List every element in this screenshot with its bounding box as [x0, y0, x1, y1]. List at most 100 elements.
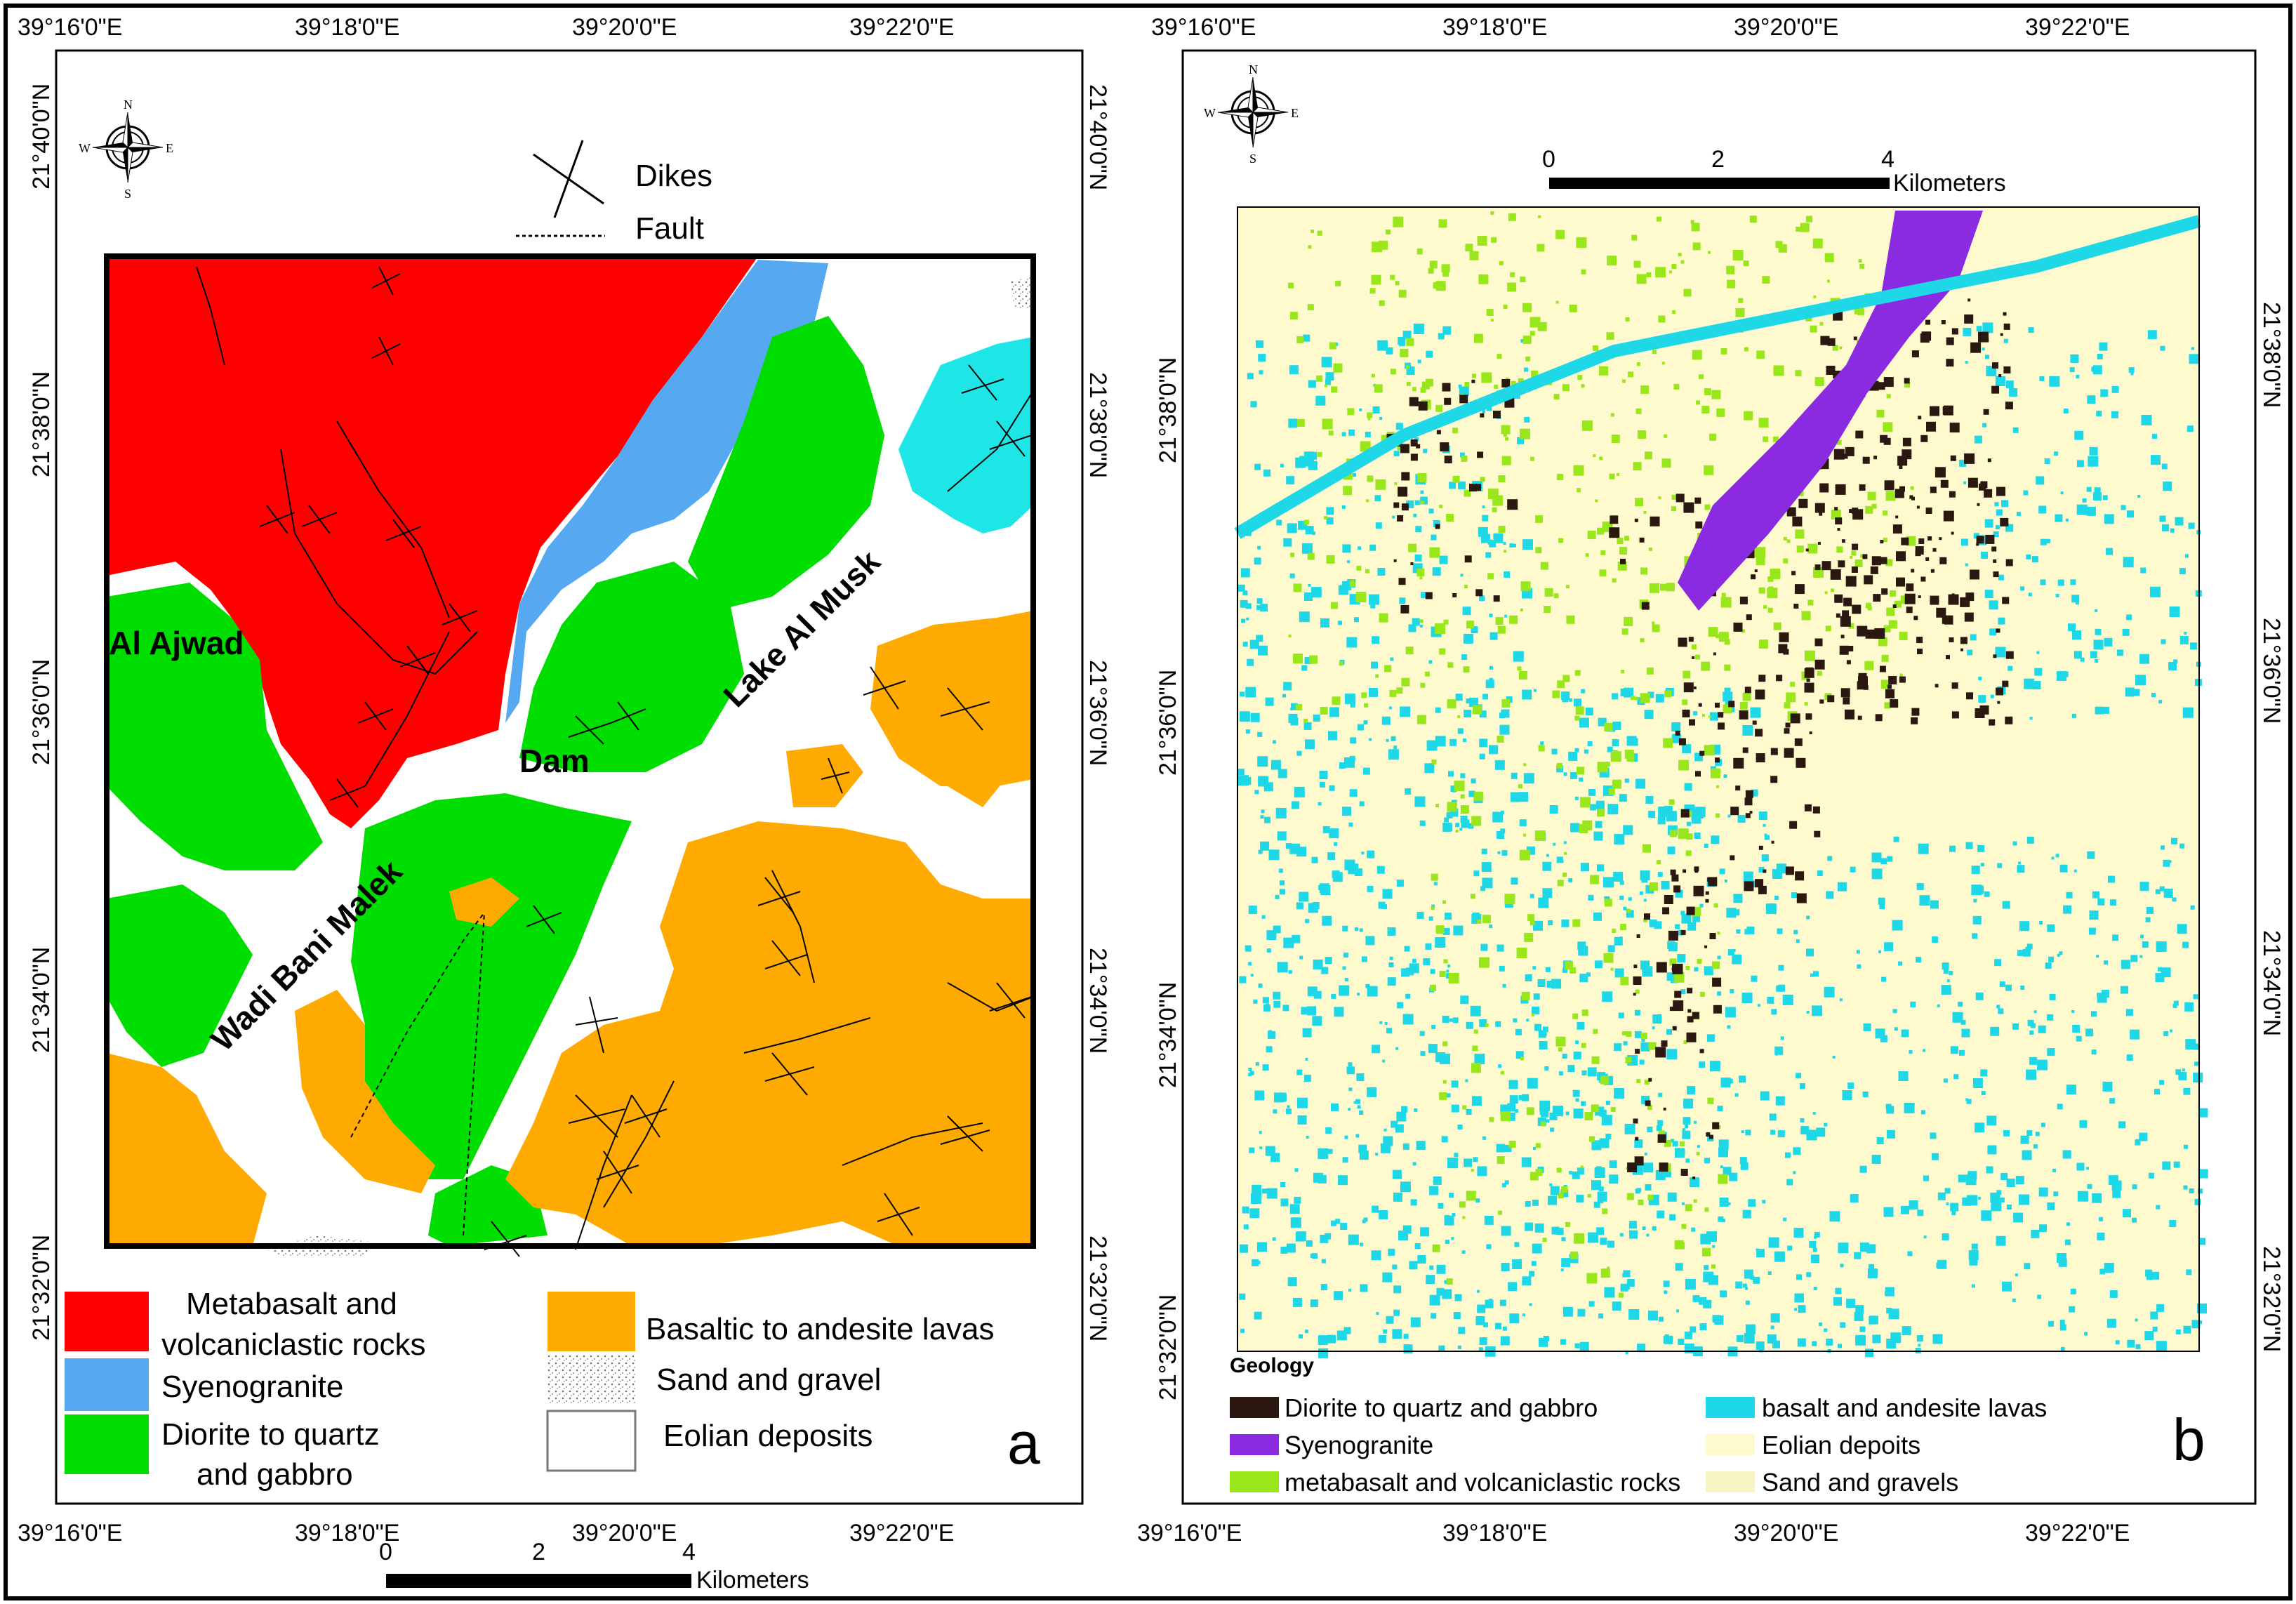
- map-pixel: [1930, 900, 1939, 909]
- scalebar-a-unit: Kilometers: [696, 1567, 809, 1593]
- map-pixel: [1283, 538, 1292, 547]
- map-pixel: [1283, 682, 1292, 691]
- map-pixel: [2005, 716, 2013, 724]
- map-pixel: [1623, 1270, 1631, 1278]
- map-pixel: [1280, 880, 1285, 886]
- map-pixel: [1883, 422, 1893, 432]
- map-pixel: [1442, 270, 1449, 277]
- map-pixel: [1438, 1345, 1445, 1352]
- map-pixel: [1243, 1224, 1249, 1230]
- map-pixel: [1916, 1335, 1923, 1341]
- map-pixel: [2059, 1319, 2065, 1325]
- map-pixel: [1805, 548, 1809, 552]
- map-pixel: [1262, 997, 1269, 1004]
- map-pixel: [1884, 702, 1891, 709]
- map-pixel: [1675, 1263, 1683, 1271]
- map-pixel: [1692, 1177, 1696, 1180]
- map-pixel: [1457, 1125, 1463, 1129]
- map-pixel: [1857, 715, 1862, 720]
- map-pixel: [1386, 738, 1389, 742]
- map-pixel: [1695, 771, 1701, 777]
- map-pixel: [1574, 748, 1579, 753]
- map-pixel: [1493, 411, 1501, 418]
- map-pixel: [1416, 1141, 1426, 1151]
- map-pixel: [2040, 579, 2046, 585]
- map-pixel: [1786, 539, 1791, 543]
- map-pixel: [1776, 863, 1786, 874]
- map-pixel: [1557, 880, 1564, 887]
- map-pixel: [2093, 492, 2102, 501]
- map-pixel: [1473, 1157, 1478, 1162]
- legend-b-label-diorite: Diorite to quartz and gabbro: [1285, 1393, 1598, 1422]
- map-pixel: [2111, 1180, 2122, 1191]
- map-pixel: [1709, 933, 1716, 939]
- map-pixel: [2116, 649, 2123, 656]
- map-pixel: [1367, 412, 1373, 418]
- map-pixel: [1498, 526, 1506, 533]
- map-pixel: [1664, 806, 1673, 814]
- map-pixel: [1756, 753, 1765, 762]
- map-pixel: [2016, 512, 2021, 517]
- map-pixel: [1669, 1007, 1674, 1012]
- map-pixel: [1399, 597, 1406, 604]
- map-pixel: [1341, 505, 1346, 509]
- map-pixel: [1576, 237, 1587, 248]
- map-pixel: [1893, 836, 1899, 842]
- map-pixel: [1796, 893, 1807, 903]
- map-pixel: [1814, 564, 1821, 571]
- map-pixel: [1444, 1215, 1454, 1226]
- map-pixel: [1290, 552, 1294, 557]
- map-pixel: [1772, 1340, 1780, 1348]
- map-pixel: [1677, 954, 1686, 963]
- map-pixel: [1556, 856, 1563, 863]
- map-pixel: [1439, 971, 1446, 977]
- map-pixel: [1865, 629, 1875, 639]
- map-pixel: [1783, 1217, 1787, 1221]
- map-pixel: [1382, 904, 1387, 909]
- map-pixel: [2152, 434, 2157, 439]
- map-pixel: [1939, 537, 1942, 541]
- map-pixel: [1517, 666, 1522, 671]
- map-pixel: [1713, 652, 1716, 656]
- map-pixel: [1838, 1242, 1849, 1254]
- map-pixel: [1755, 689, 1765, 700]
- map-pixel: [1581, 1101, 1586, 1106]
- map-pixel: [1550, 1127, 1555, 1132]
- map-pixel: [1824, 253, 1834, 263]
- map-pixel: [2026, 836, 2034, 844]
- tick-top-4: 39°22'0"E: [849, 14, 954, 41]
- map-pixel: [2029, 1056, 2037, 1065]
- map-pixel: [1658, 1014, 1661, 1017]
- map-pixel: [2095, 706, 2103, 715]
- map-pixel: [2198, 1188, 2203, 1194]
- map-pixel: [1648, 1078, 1652, 1082]
- map-pixel: [2009, 388, 2018, 397]
- map-pixel: [1996, 1005, 2000, 1009]
- map-pixel: [1404, 946, 1410, 952]
- map-pixel: [1431, 1313, 1437, 1319]
- map-pixel: [1896, 551, 1906, 562]
- map-pixel: [1326, 555, 1335, 564]
- map-pixel: [1644, 1080, 1650, 1085]
- map-pixel: [1533, 993, 1540, 1000]
- map-pixel: [1767, 588, 1778, 599]
- map-pixel: [1796, 757, 1806, 768]
- map-pixel: [1946, 979, 1950, 983]
- map-pixel: [1371, 1250, 1381, 1261]
- map-pixel: [1831, 510, 1841, 520]
- map-pixel: [1514, 1242, 1520, 1247]
- map-pixel: [2020, 586, 2025, 591]
- map-pixel: [1313, 1172, 1323, 1183]
- map-pixel: [1875, 1028, 1885, 1039]
- map-pixel: [2036, 1059, 2048, 1071]
- map-pixel: [1767, 1334, 1777, 1344]
- map-pixel: [1990, 1026, 2000, 1036]
- map-pixel: [1361, 851, 1365, 855]
- map-pixel: [1989, 628, 1997, 636]
- map-pixel: [1431, 1025, 1436, 1029]
- map-pixel: [1916, 637, 1923, 644]
- map-pixel: [2047, 1202, 2055, 1210]
- map-pixel: [1669, 270, 1673, 274]
- map-pixel: [1370, 603, 1376, 609]
- map-pixel: [1760, 1091, 1770, 1101]
